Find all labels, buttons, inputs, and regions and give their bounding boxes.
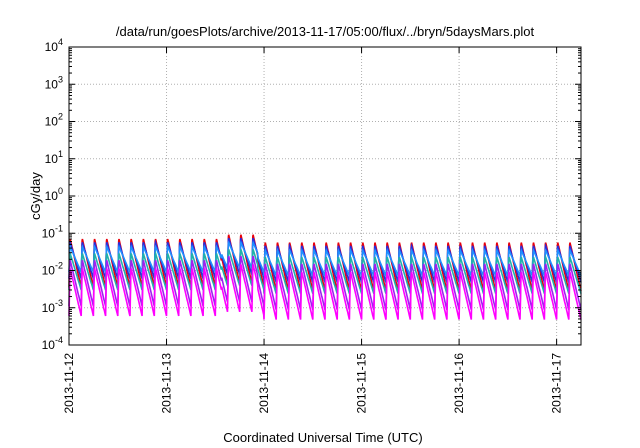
x-tick-label: 2013-11-12 bbox=[62, 353, 76, 414]
y-tick-label: 104 bbox=[45, 37, 63, 54]
y-tick-label: 102 bbox=[45, 112, 63, 129]
x-tick-label: 2013-11-14 bbox=[257, 353, 271, 414]
x-tick-label: 2013-11-13 bbox=[160, 353, 174, 414]
y-tick-label: 10-2 bbox=[42, 261, 63, 278]
plot-frame bbox=[68, 46, 582, 346]
series-layer bbox=[68, 234, 582, 320]
series-line bbox=[68, 264, 582, 320]
y-tick-label: 100 bbox=[45, 186, 63, 203]
y-tick-label: 103 bbox=[45, 74, 63, 91]
x-tick-label: 2013-11-16 bbox=[452, 353, 466, 414]
y-tick-label: 10-4 bbox=[42, 335, 63, 352]
y-tick-label: 10-3 bbox=[42, 298, 63, 315]
x-tick-label: 2013-11-15 bbox=[355, 353, 369, 414]
y-tick-label: 101 bbox=[45, 149, 63, 166]
tick-layer: 10-4 10-3 10-2 10-1 100 101 102 103 104 2013-11-1… bbox=[42, 37, 581, 414]
x-tick-label: 2013-11-17 bbox=[550, 353, 564, 414]
chart-title: /data/run/goesPlots/archive/2013-11-17/0… bbox=[116, 24, 535, 39]
y-tick-label: 10-1 bbox=[42, 223, 63, 240]
x-axis-title: Coordinated Universal Time (UTC) bbox=[223, 430, 422, 445]
y-axis-title: cGy/day bbox=[28, 172, 43, 220]
